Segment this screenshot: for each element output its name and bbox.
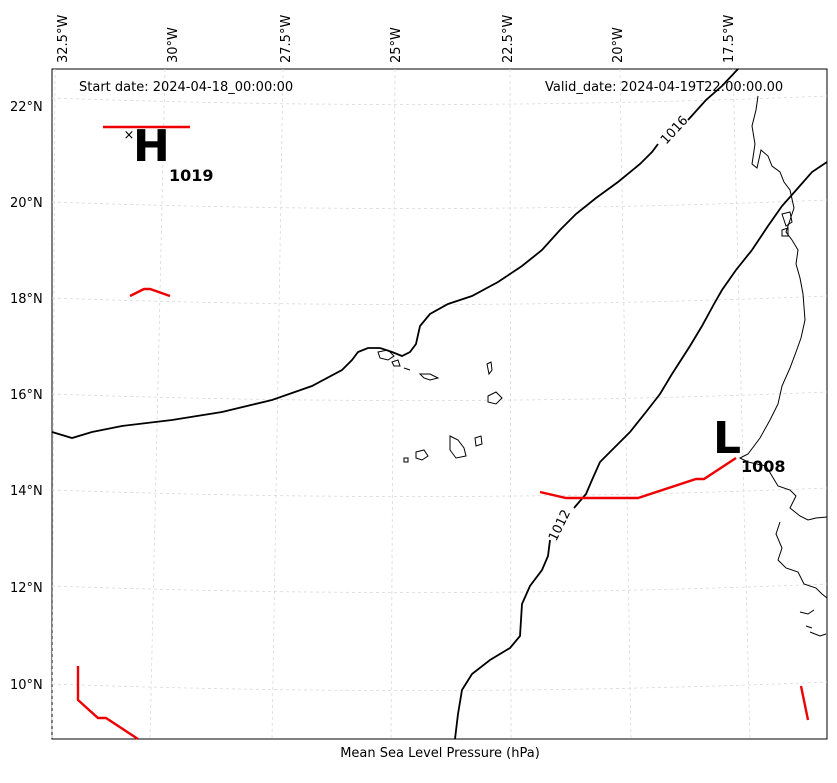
latitude-labels: 22°N 20°N 18°N 16°N 14°N 12°N 10°N: [10, 100, 43, 693]
meridian-30w: [149, 68, 166, 740]
coast-africa-south: [775, 521, 828, 599]
meridian-25w: [390, 68, 396, 740]
lat-label-14n: 14°N: [10, 484, 43, 499]
lon-label-27-5w: 27.5°W: [279, 15, 294, 63]
trough-se: [799, 685, 810, 721]
high-center-marker: ×: [124, 128, 135, 143]
cape-verde-islands: [377, 349, 503, 463]
trough-14n: [539, 456, 737, 500]
longitude-labels: 32.5°W 30°W 27.5°W 25°W 22.5°W 20°W 17.5…: [56, 15, 737, 63]
high-center-letter: H: [133, 121, 170, 172]
island-canary: [781, 211, 793, 227]
lat-label-18n: 18°N: [10, 292, 43, 307]
lat-label-16n: 16°N: [10, 388, 43, 403]
lon-label-32-5w: 32.5°W: [56, 15, 71, 63]
island-santiago: [449, 435, 467, 459]
island-canary-2: [781, 227, 789, 237]
meridian-27-5w: [271, 68, 284, 740]
island-santa-luzia: [403, 367, 411, 371]
meridian-32-5w: [51, 68, 56, 740]
lon-label-22-5w: 22.5°W: [501, 15, 516, 63]
lon-label-17-5w: 17.5°W: [722, 15, 737, 63]
map-frame: [51, 68, 828, 740]
parallel-18n: [51, 295, 828, 305]
parallel-16n: [51, 391, 828, 401]
low-center-letter: L: [713, 413, 741, 464]
lat-label-22n: 22°N: [10, 100, 43, 115]
lat-label-12n: 12°N: [10, 581, 43, 596]
isobar-1012-north: [573, 161, 828, 509]
meridian-20w: [619, 68, 632, 740]
trough-18n: [129, 287, 171, 298]
isobar-1016-north: [687, 68, 739, 121]
start-date: Start date: 2024-04-18_00:00:00: [79, 80, 293, 95]
gridlines: [51, 68, 828, 740]
trough-sw: [76, 666, 139, 741]
island-maio: [474, 435, 483, 447]
parallel-14n: [51, 487, 828, 497]
x-axis-label: Mean Sea Level Pressure (hPa): [340, 746, 540, 761]
meridian-17-5w: [732, 68, 751, 740]
lon-label-25w: 25°W: [389, 27, 404, 63]
coast-africa: [738, 95, 828, 521]
parallel-20n: [51, 199, 828, 209]
island-fogo: [415, 449, 429, 461]
low-center-value: 1008: [741, 457, 786, 476]
isobar-1016: [51, 143, 659, 439]
troughs: [76, 125, 810, 741]
lon-label-20w: 20°W: [611, 27, 626, 63]
lon-label-30w: 30°W: [166, 27, 181, 63]
coast-bissau: [799, 609, 827, 637]
lat-label-20n: 20°N: [10, 196, 43, 211]
island-sal: [486, 361, 493, 376]
parallel-10n: [51, 681, 828, 691]
island-sao-vicente: [391, 359, 401, 367]
high-center-value: 1019: [169, 166, 214, 185]
island-brava: [403, 457, 409, 463]
island-sao-nicolau: [418, 373, 440, 381]
island-boa-vista: [487, 391, 503, 405]
isobars: [51, 68, 828, 740]
coastline: [738, 95, 828, 637]
parallel-22n: [51, 95, 828, 105]
valid-date: Valid_date: 2024-04-19T22:00:00.00: [545, 80, 783, 95]
lat-label-10n: 10°N: [10, 678, 43, 693]
isobar-1012: [454, 539, 551, 740]
parallel-12n: [51, 583, 828, 593]
meridian-22-5w: [509, 68, 512, 740]
